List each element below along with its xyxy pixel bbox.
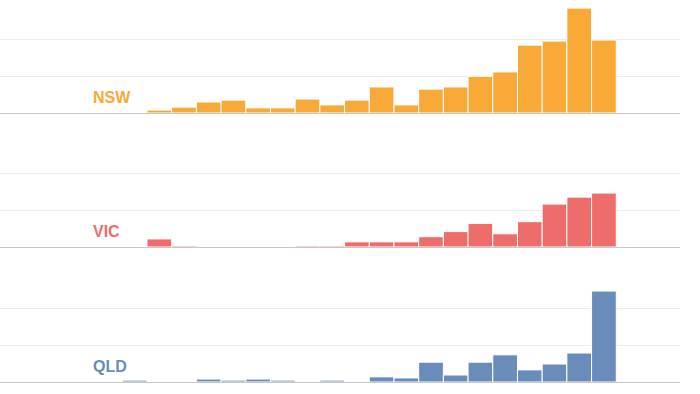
svg-text:QLD: QLD	[93, 358, 127, 375]
svg-text:VIC: VIC	[93, 223, 120, 240]
svg-text:NSW: NSW	[93, 89, 131, 106]
